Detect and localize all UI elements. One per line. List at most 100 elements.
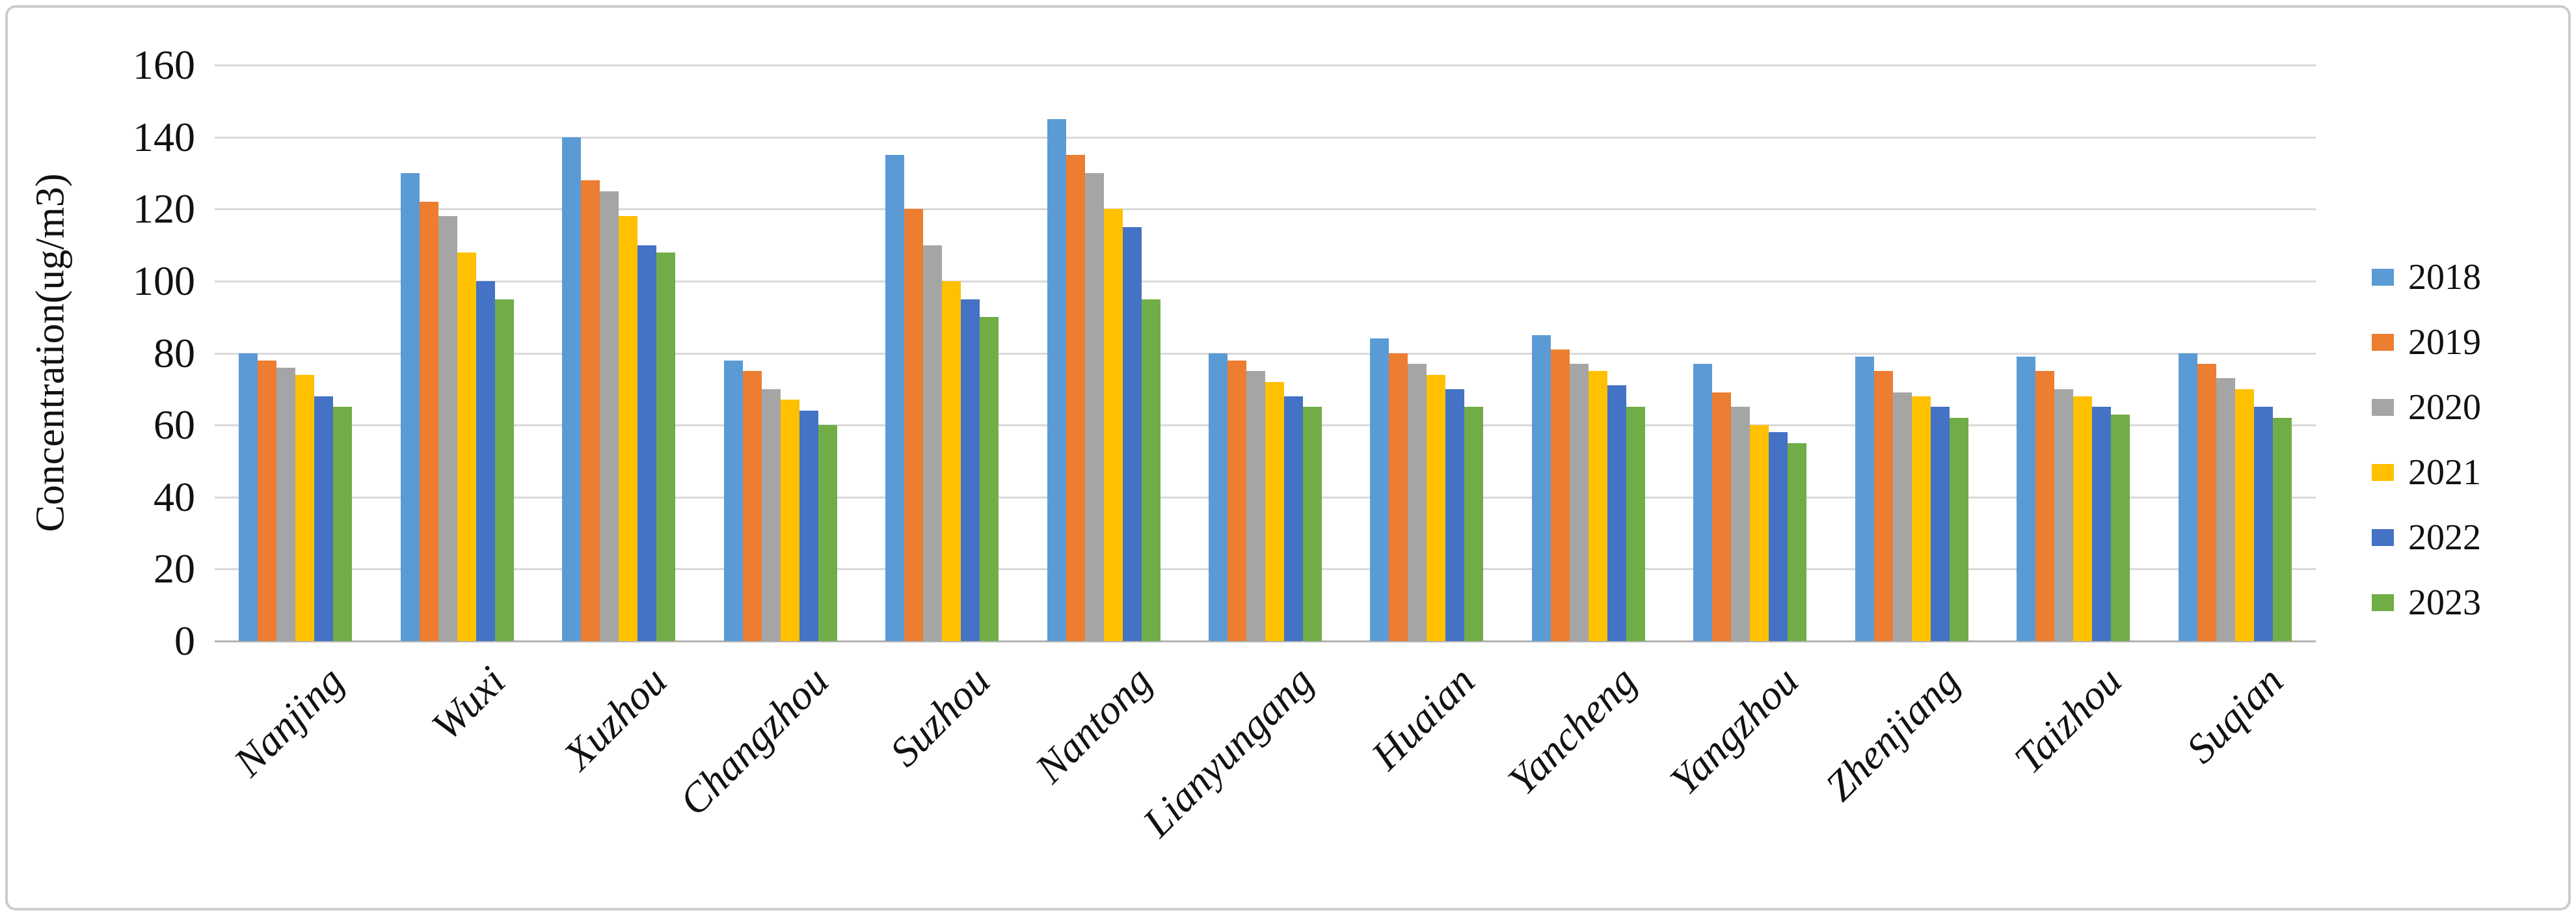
- bar-lianyungang-2020: [1246, 371, 1265, 641]
- bar-yancheng-2020: [1569, 364, 1589, 641]
- gridline-100: [215, 280, 2316, 282]
- bar-xuzhou-2018: [562, 137, 582, 641]
- bar-yangzhou-2021: [1750, 425, 1769, 641]
- gridline-80: [215, 352, 2316, 355]
- bar-zhenjiang-2021: [1911, 396, 1931, 641]
- bar-huaian-2020: [1408, 364, 1427, 641]
- bar-yangzhou-2020: [1731, 407, 1751, 641]
- bar-nanjing-2019: [258, 360, 277, 641]
- bar-wuxi-2021: [457, 252, 476, 641]
- legend-item-2020: 2020: [2372, 389, 2481, 426]
- bar-yancheng-2021: [1588, 371, 1607, 641]
- bar-group-taizhou: [1992, 65, 2154, 641]
- bar-taizhou-2018: [2017, 357, 2036, 641]
- bar-lianyungang-2019: [1227, 360, 1246, 641]
- legend-swatch-2022: [2372, 529, 2394, 546]
- bar-changzhou-2020: [761, 389, 781, 641]
- bar-group-zhenjiang: [1831, 65, 1992, 641]
- bar-changzhou-2018: [723, 360, 743, 641]
- bar-group-wuxi: [376, 65, 537, 641]
- bar-taizhou-2019: [2035, 371, 2055, 641]
- y-tick-label-140: 140: [133, 113, 195, 160]
- bar-nanjing-2021: [295, 374, 315, 641]
- bar-yangzhou-2023: [1788, 443, 1807, 641]
- bar-suzhou-2019: [904, 209, 924, 641]
- y-tick-label-100: 100: [133, 257, 195, 304]
- bar-nantong-2022: [1122, 226, 1142, 641]
- legend-item-2021: 2021: [2372, 454, 2481, 491]
- y-tick-label-120: 120: [133, 185, 195, 232]
- bar-xuzhou-2019: [581, 180, 600, 641]
- bar-group-nanjing: [215, 65, 376, 641]
- bar-huaian-2018: [1370, 338, 1389, 641]
- bar-wuxi-2020: [438, 216, 457, 641]
- bar-lianyungang-2022: [1283, 396, 1303, 641]
- bar-huaian-2021: [1427, 374, 1446, 641]
- legend-label-2020: 2020: [2408, 387, 2481, 428]
- gridline-160: [215, 64, 2316, 66]
- legend-label-2023: 2023: [2408, 582, 2481, 623]
- legend: 2018 2019 2020 2021 2022 2023: [2372, 259, 2481, 650]
- legend-swatch-2023: [2372, 594, 2394, 611]
- bar-suqian-2019: [2197, 364, 2216, 641]
- bar-nantong-2020: [1084, 172, 1104, 641]
- y-axis-tick-labels: 0 20 40 60 80 100 120 140 160: [0, 44, 195, 662]
- bar-changzhou-2023: [818, 425, 837, 641]
- gridline-120: [215, 208, 2316, 211]
- bar-suqian-2023: [2272, 418, 2292, 641]
- legend-label-2018: 2018: [2408, 257, 2481, 297]
- bars-layer: [215, 65, 2316, 641]
- bar-huaian-2023: [1464, 407, 1484, 641]
- bar-taizhou-2021: [2073, 396, 2093, 641]
- legend-label-2022: 2022: [2408, 517, 2481, 558]
- bar-group-xuzhou: [538, 65, 699, 641]
- legend-swatch-2020: [2372, 399, 2394, 416]
- bar-nantong-2023: [1141, 299, 1161, 641]
- bar-taizhou-2023: [2111, 414, 2130, 641]
- y-tick-label-160: 160: [133, 42, 195, 88]
- bar-huaian-2022: [1445, 389, 1465, 641]
- bar-yangzhou-2022: [1769, 432, 1788, 641]
- bar-group-lianyungang: [1185, 65, 1346, 641]
- bar-suqian-2020: [2216, 378, 2235, 641]
- y-tick-label-0: 0: [174, 618, 195, 664]
- bar-group-suqian: [2154, 65, 2316, 641]
- legend-swatch-2021: [2372, 464, 2394, 481]
- bar-wuxi-2018: [400, 172, 420, 641]
- y-tick-label-40: 40: [154, 473, 195, 520]
- bar-xuzhou-2020: [600, 191, 619, 641]
- bar-zhenjiang-2018: [1855, 357, 1874, 641]
- y-tick-label-80: 80: [154, 329, 195, 376]
- bar-yancheng-2019: [1550, 349, 1570, 641]
- legend-item-2023: 2023: [2372, 584, 2481, 621]
- bar-xuzhou-2022: [637, 245, 657, 641]
- bar-taizhou-2020: [2054, 389, 2074, 641]
- bar-nanjing-2018: [239, 353, 258, 641]
- bar-yancheng-2022: [1607, 385, 1626, 641]
- bar-lianyungang-2021: [1265, 381, 1284, 641]
- bar-xuzhou-2023: [656, 252, 676, 641]
- bar-nanjing-2023: [333, 407, 353, 641]
- bar-zhenjiang-2022: [1930, 407, 1950, 641]
- legend-item-2019: 2019: [2372, 324, 2481, 361]
- bar-group-yancheng: [1508, 65, 1669, 641]
- bar-lianyungang-2023: [1302, 407, 1322, 641]
- bar-zhenjiang-2019: [1873, 371, 1893, 641]
- bar-group-yangzhou: [1669, 65, 1831, 641]
- gridline-0: [215, 640, 2316, 642]
- bar-yancheng-2023: [1626, 407, 1645, 641]
- bar-wuxi-2023: [494, 299, 514, 641]
- bar-xuzhou-2021: [619, 216, 638, 641]
- bar-huaian-2019: [1389, 353, 1408, 641]
- bar-suzhou-2018: [885, 155, 905, 641]
- bar-yancheng-2018: [1531, 335, 1551, 641]
- y-tick-label-20: 20: [154, 545, 195, 592]
- bar-suzhou-2023: [980, 317, 999, 641]
- bar-suqian-2022: [2253, 407, 2273, 641]
- y-tick-label-60: 60: [154, 402, 195, 448]
- bar-wuxi-2022: [476, 281, 495, 641]
- bar-suqian-2018: [2178, 353, 2197, 641]
- legend-label-2019: 2019: [2408, 322, 2481, 363]
- bar-yangzhou-2018: [1693, 364, 1713, 641]
- bar-taizhou-2022: [2092, 407, 2112, 641]
